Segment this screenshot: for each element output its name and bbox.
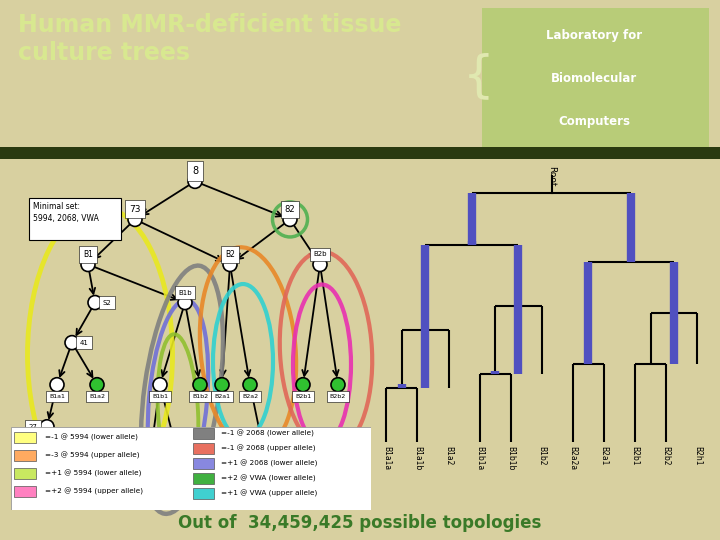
FancyBboxPatch shape	[29, 198, 121, 240]
Bar	[193, 473, 215, 484]
Circle shape	[50, 377, 64, 392]
Circle shape	[223, 258, 237, 272]
Bar	[14, 450, 36, 461]
Circle shape	[331, 377, 345, 392]
Text: B1b: B1b	[178, 289, 192, 295]
Bar	[193, 458, 215, 469]
Text: B1b1: B1b1	[152, 394, 168, 399]
Circle shape	[28, 465, 42, 479]
Text: B2a2a: B2a2a	[568, 446, 577, 470]
Text: =+1 @ VWA (upper allele): =+1 @ VWA (upper allele)	[222, 490, 318, 497]
Text: B1alb: B1alb	[57, 481, 73, 487]
Text: 41: 41	[80, 340, 89, 346]
Circle shape	[58, 465, 72, 479]
Text: =+1 @ 2068 (lower allele): =+1 @ 2068 (lower allele)	[222, 460, 318, 467]
Circle shape	[296, 377, 310, 392]
Text: Laboratory for: Laboratory for	[546, 29, 642, 42]
Circle shape	[141, 465, 155, 479]
Text: Biomolecular: Biomolecular	[551, 72, 637, 85]
Text: 82: 82	[284, 205, 295, 214]
Text: =+2 @ 5994 (upper allele): =+2 @ 5994 (upper allele)	[45, 488, 143, 495]
Text: B2a2a: B2a2a	[259, 481, 276, 487]
Bar	[14, 486, 36, 497]
Circle shape	[188, 174, 202, 188]
Text: B1blb: B1blb	[174, 481, 190, 487]
Text: B1b2: B1b2	[537, 446, 546, 465]
Text: 8: 8	[192, 166, 198, 177]
Text: =+1 @ 5994 (lower allele): =+1 @ 5994 (lower allele)	[45, 470, 141, 477]
Circle shape	[81, 258, 95, 272]
Text: B1a1b: B1a1b	[413, 446, 422, 470]
Circle shape	[128, 212, 142, 226]
Circle shape	[175, 465, 189, 479]
Text: B1b1b: B1b1b	[506, 446, 516, 470]
Text: =-1 @ 2068 (lower allele): =-1 @ 2068 (lower allele)	[222, 430, 314, 437]
Text: B1b1a: B1b1a	[475, 446, 484, 470]
Text: 27: 27	[29, 424, 37, 430]
Text: B2b1: B2b1	[295, 394, 311, 399]
Text: B1a1a: B1a1a	[382, 446, 391, 470]
Text: B2b: B2b	[313, 252, 327, 258]
Bar	[0, 146, 720, 159]
Text: =-3 @ 5994 (upper allele): =-3 @ 5994 (upper allele)	[45, 452, 140, 459]
Text: 73: 73	[130, 205, 140, 214]
Text: B2a1: B2a1	[214, 394, 230, 399]
Text: B2a1: B2a1	[600, 446, 608, 465]
Text: B1ala: B1ala	[27, 481, 42, 487]
Circle shape	[215, 377, 229, 392]
Text: B1a2: B1a2	[89, 394, 105, 399]
Text: B2h1: B2h1	[693, 446, 702, 465]
Text: B2: B2	[225, 250, 235, 259]
Bar	[482, 8, 709, 146]
Text: B2b2: B2b2	[662, 446, 670, 465]
Text: =+2 @ VWA (lower allele): =+2 @ VWA (lower allele)	[222, 475, 316, 482]
Bar	[193, 443, 215, 454]
Bar	[14, 468, 36, 479]
Text: Computers: Computers	[558, 114, 630, 127]
Text: B2a2: B2a2	[242, 394, 258, 399]
Bar	[193, 428, 215, 438]
Circle shape	[313, 258, 327, 272]
Text: Human MMR-deficient tissue
culture trees: Human MMR-deficient tissue culture trees	[18, 13, 401, 65]
Text: Minimal set:: Minimal set:	[33, 202, 80, 211]
Text: B1b2: B1b2	[192, 394, 208, 399]
Text: B1a2: B1a2	[444, 446, 453, 465]
Text: B1bla: B1bla	[140, 481, 156, 487]
Circle shape	[65, 336, 79, 350]
Circle shape	[283, 212, 297, 226]
Circle shape	[243, 377, 257, 392]
Text: {: {	[463, 52, 495, 100]
Text: S2: S2	[103, 300, 112, 306]
Circle shape	[193, 377, 207, 392]
Text: B1: B1	[83, 250, 93, 259]
Circle shape	[40, 420, 54, 434]
Text: B2b2: B2b2	[330, 394, 346, 399]
Circle shape	[88, 295, 102, 309]
Text: Root: Root	[547, 166, 556, 187]
Text: B2b1: B2b1	[631, 446, 639, 465]
Text: =-1 @ 5994 (lower allele): =-1 @ 5994 (lower allele)	[45, 434, 138, 441]
Circle shape	[90, 377, 104, 392]
Text: =-1 @ 2068 (upper allele): =-1 @ 2068 (upper allele)	[222, 445, 316, 452]
Circle shape	[178, 295, 192, 309]
Circle shape	[261, 465, 275, 479]
Bar	[14, 432, 36, 443]
Text: B1a1: B1a1	[49, 394, 65, 399]
Circle shape	[153, 377, 167, 392]
Text: 5994, 2068, VWA: 5994, 2068, VWA	[33, 214, 99, 224]
Text: Out of  34,459,425 possible topologies: Out of 34,459,425 possible topologies	[179, 514, 541, 532]
Bar	[193, 488, 215, 499]
